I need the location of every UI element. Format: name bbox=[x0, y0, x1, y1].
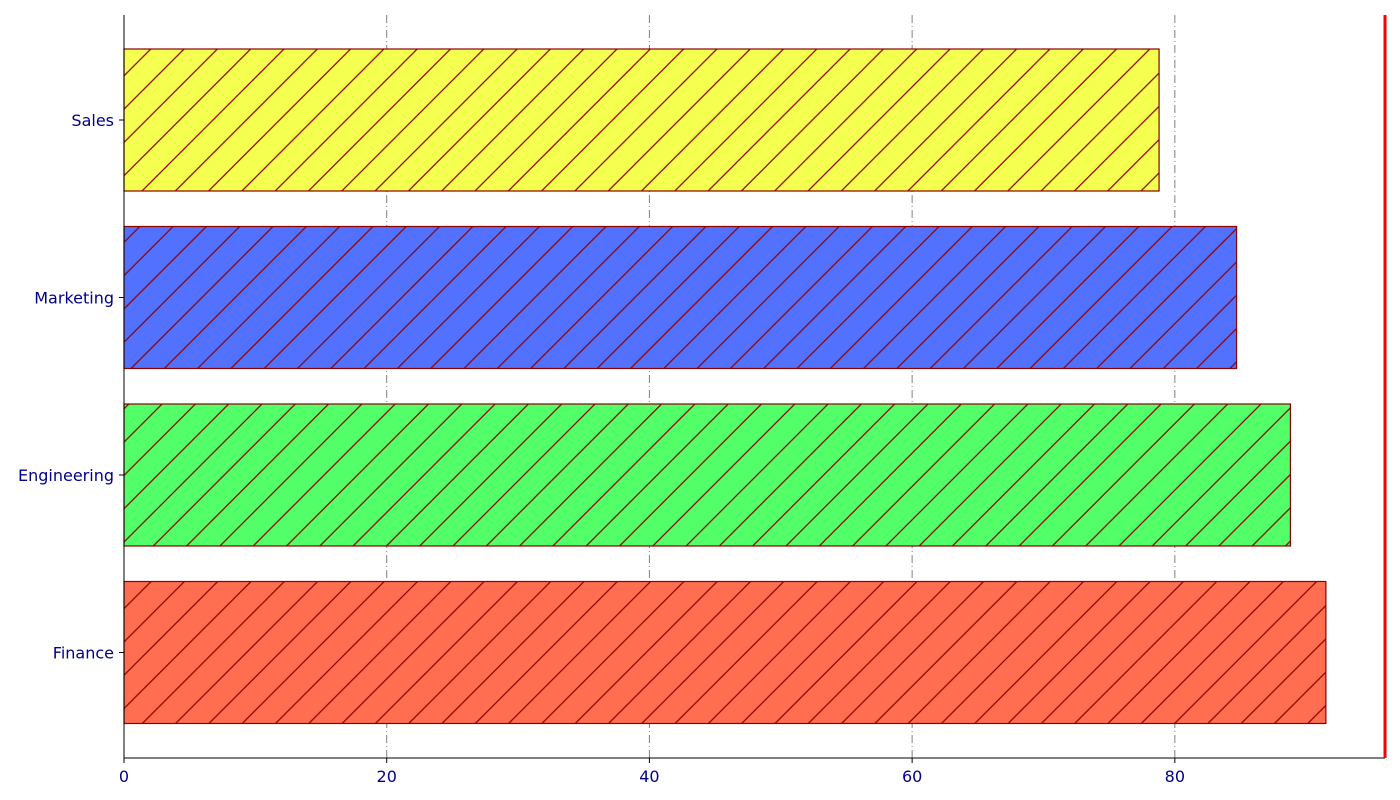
x-tick-label-80: 80 bbox=[1165, 767, 1185, 786]
axes bbox=[119, 15, 1387, 763]
x-tick-label-40: 40 bbox=[639, 767, 659, 786]
y-tick-label-finance: Finance bbox=[53, 644, 114, 663]
y-tick-label-engineering: Engineering bbox=[18, 466, 114, 485]
x-tick-label-20: 20 bbox=[377, 767, 397, 786]
bar-engineering bbox=[123, 403, 1292, 547]
y-tick-label-sales: Sales bbox=[71, 111, 114, 130]
bar-marketing bbox=[123, 225, 1238, 370]
bars bbox=[123, 48, 1327, 725]
tick-labels: Sales Marketing Engineering Finance 0 20 40 60 8… bbox=[18, 111, 1185, 786]
y-tick-label-marketing: Marketing bbox=[34, 289, 114, 308]
x-tick-label-0: 0 bbox=[119, 767, 129, 786]
x-tick-label-60: 60 bbox=[902, 767, 922, 786]
bar-finance bbox=[123, 580, 1327, 725]
bar-sales bbox=[123, 48, 1160, 192]
